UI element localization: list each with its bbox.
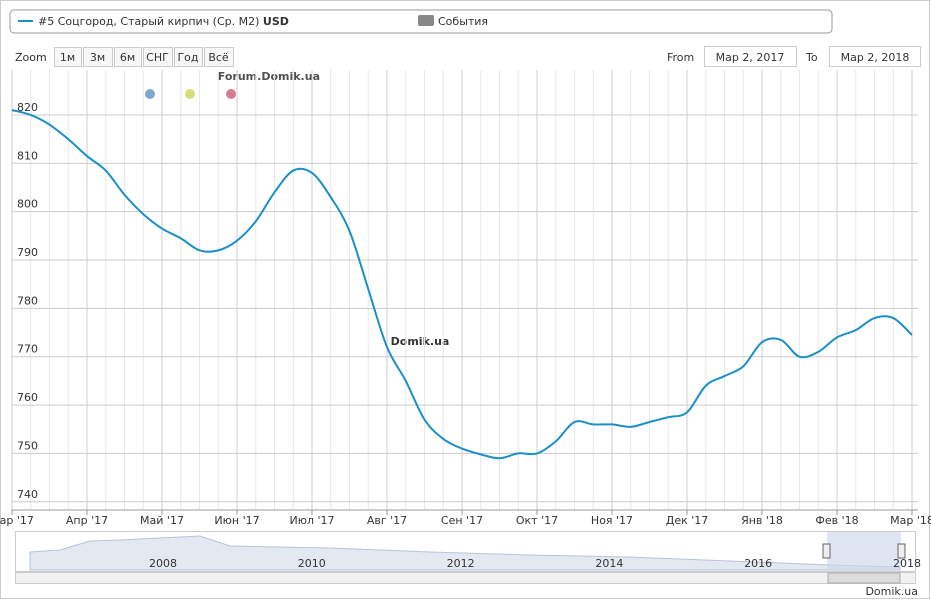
zoom-button[interactable] xyxy=(204,47,234,67)
zoom-label: Zoom xyxy=(15,51,47,64)
to-label: To xyxy=(805,51,818,64)
navigator-label: 2018 xyxy=(893,557,921,570)
navigator-label: 2014 xyxy=(595,557,623,570)
navigator-handle[interactable] xyxy=(822,543,831,559)
zoom-button-label[interactable]: Год xyxy=(177,51,198,64)
to-value[interactable]: Мар 2, 2018 xyxy=(841,51,910,64)
watermark-big: Domik.ua xyxy=(391,335,450,348)
legend-series[interactable]: #5 Соцгород, Старый кирпич (Ср. М2) xyxy=(38,15,259,28)
from-box[interactable] xyxy=(704,46,797,67)
zoom-button[interactable] xyxy=(174,47,203,67)
dot xyxy=(145,89,155,99)
series-line xyxy=(11,109,913,460)
navigator-label: 2012 xyxy=(447,557,475,570)
from-label: From xyxy=(667,51,694,64)
x-tick-label: Авг '17 xyxy=(367,514,407,527)
events-swatch xyxy=(418,15,434,26)
y-tick-label: 740 xyxy=(17,488,38,501)
x-tick-label: Фев '18 xyxy=(815,514,858,527)
x-tick-label: Июл '17 xyxy=(289,514,334,527)
x-tick-label: Мар '17 xyxy=(0,514,34,527)
navigator-label: 2016 xyxy=(744,557,772,570)
y-tick-label: 780 xyxy=(17,294,38,307)
x-tick-label: Июн '17 xyxy=(214,514,259,527)
dot xyxy=(185,89,195,99)
zoom-button[interactable] xyxy=(54,47,82,67)
legend-text[interactable]: #5 Соцгород, Старый кирпич (Ср. М2) USD xyxy=(38,15,289,28)
zoom-button[interactable] xyxy=(114,47,142,67)
navigator-label: 2008 xyxy=(149,557,177,570)
x-tick-label: Ноя '17 xyxy=(591,514,633,527)
zoom-button[interactable] xyxy=(83,47,113,67)
events-legend[interactable]: События xyxy=(438,15,488,28)
y-tick-label: 820 xyxy=(17,101,38,114)
navigator-handle[interactable] xyxy=(897,543,906,559)
y-tick-label: 770 xyxy=(17,343,38,356)
zoom-button-label[interactable]: СНГ xyxy=(146,51,169,64)
zoom-button-label[interactable]: 3м xyxy=(90,51,105,64)
y-tick-label: 790 xyxy=(17,246,38,259)
y-tick-label: 800 xyxy=(17,198,38,211)
to-box[interactable] xyxy=(829,46,921,67)
x-tick-label: Окт '17 xyxy=(516,514,558,527)
y-tick-label: 750 xyxy=(17,439,38,452)
scrollbar-thumb[interactable] xyxy=(827,572,901,584)
x-tick-label: Апр '17 xyxy=(66,514,108,527)
x-tick-label: Сен '17 xyxy=(441,514,483,527)
navigator-mask[interactable] xyxy=(827,532,901,570)
scrollbar[interactable] xyxy=(15,572,916,584)
plot: Мар '17 Апр '17 Май '17 Июн '17 Июл '17 Авг '… xyxy=(0,70,931,527)
from-value[interactable]: Мар 2, 2017 xyxy=(716,51,785,64)
x-tick-label: Янв '18 xyxy=(741,514,783,527)
x-tick-label: Дек '17 xyxy=(666,514,709,527)
navigator-label: 2010 xyxy=(298,557,326,570)
zoom-button-label[interactable]: 1м xyxy=(60,51,75,64)
x-tick-label: Мар '18 xyxy=(890,514,931,527)
zoom-button-label[interactable]: 6м xyxy=(120,51,135,64)
zoom-button-label[interactable]: Всё xyxy=(208,51,229,64)
dot xyxy=(226,89,236,99)
zoom-button[interactable] xyxy=(143,47,173,67)
y-tick-label: 810 xyxy=(17,149,38,162)
y-tick-label: 760 xyxy=(17,391,38,404)
watermark-small: Forum.Domik.ua xyxy=(218,70,320,83)
legend-unit: USD xyxy=(263,15,289,28)
credit[interactable]: Domik.ua xyxy=(865,585,918,598)
x-tick-label: Май '17 xyxy=(140,514,184,527)
